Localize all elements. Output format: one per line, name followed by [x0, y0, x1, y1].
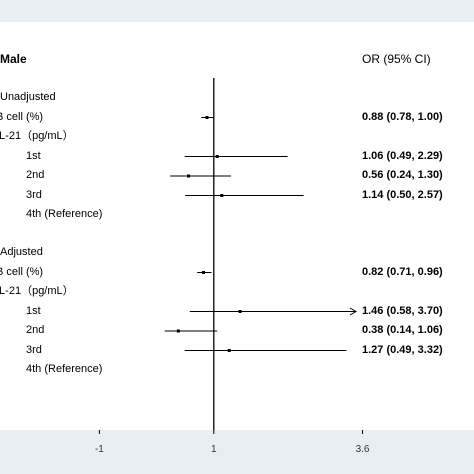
point-estimate: [187, 174, 191, 178]
point-estimate: [205, 116, 209, 119]
row-group-label: IL-21（pg/mL）: [0, 285, 74, 297]
or-value: 1.46 (0.58, 3.70): [362, 304, 443, 317]
row-label: 3rd: [26, 343, 42, 356]
row-label: 2nd: [26, 324, 45, 336]
section-title: Unadjusted: [0, 91, 56, 103]
group-title: Male: [0, 52, 27, 66]
or-value: 0.38 (0.14, 1.06): [362, 324, 443, 336]
or-value: 0.82 (0.71, 0.96): [362, 265, 443, 278]
or-value: 1.14 (0.50, 2.57): [362, 188, 443, 201]
point-estimate: [202, 271, 206, 274]
axis-band: [0, 430, 474, 474]
row-label: 3rd: [26, 188, 42, 201]
point-estimate: [238, 310, 242, 313]
point-estimate: [227, 349, 231, 352]
section-title: Adjusted: [0, 246, 43, 258]
row-label: 1st: [26, 304, 41, 317]
or-value: 0.56 (0.24, 1.30): [362, 169, 443, 181]
or-column-title: OR (95% CI): [362, 52, 431, 66]
row-label: B cell (%): [0, 110, 44, 123]
row-label: 2nd: [26, 169, 45, 181]
row-label: 1st: [26, 149, 41, 162]
or-value: 0.88 (0.78, 1.00): [362, 110, 443, 123]
point-estimate: [215, 155, 219, 158]
row-group-label: IL-21（pg/mL）: [0, 130, 74, 142]
or-value: 1.27 (0.49, 3.32): [362, 343, 443, 356]
or-value: 1.06 (0.49, 2.29): [362, 149, 443, 162]
top-band: [0, 0, 474, 22]
x-tick-label: 3.6: [355, 444, 370, 455]
row-label: 4th (Reference): [26, 208, 103, 220]
point-estimate: [176, 329, 180, 333]
ci-arrow: [349, 307, 357, 316]
row-label: B cell (%): [0, 265, 44, 278]
x-tick-label: -1: [94, 444, 104, 455]
point-estimate: [220, 194, 224, 197]
row-label: 4th (Reference): [26, 363, 103, 375]
x-tick-label: 1: [211, 444, 217, 455]
